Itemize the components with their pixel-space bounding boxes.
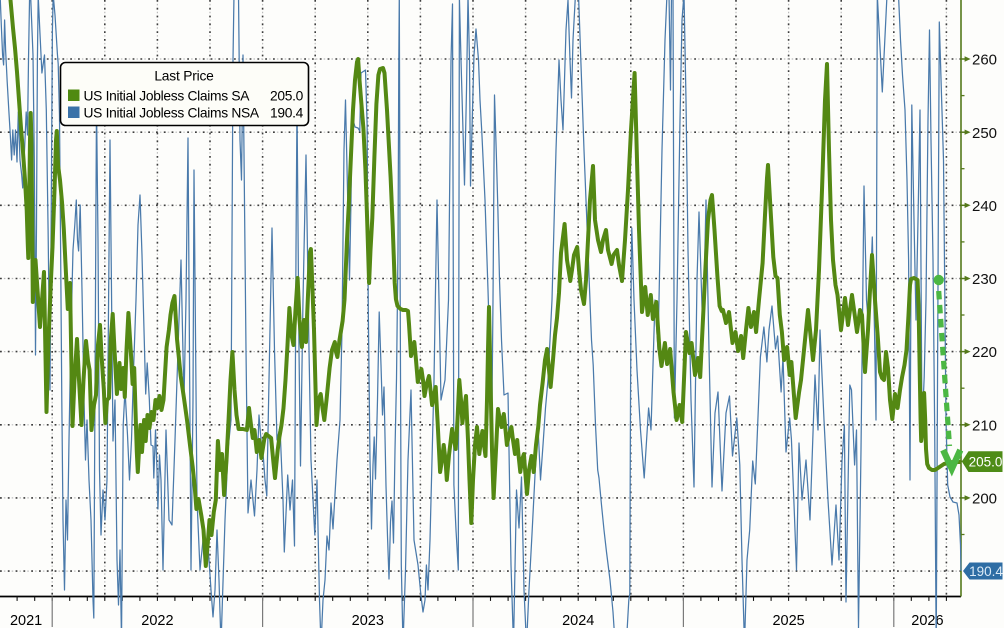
svg-text:2024: 2024 <box>562 613 594 628</box>
svg-text:2025: 2025 <box>772 613 804 628</box>
svg-text:Last Price: Last Price <box>154 69 214 84</box>
svg-text:US Initial Jobless Claims SA: US Initial Jobless Claims SA <box>84 88 251 103</box>
svg-text:220: 220 <box>972 344 997 361</box>
svg-text:200: 200 <box>972 491 997 508</box>
svg-text:US Initial Jobless Claims NSA: US Initial Jobless Claims NSA <box>84 105 260 120</box>
svg-text:2022: 2022 <box>141 613 173 628</box>
svg-text:2023: 2023 <box>352 613 384 628</box>
svg-text:190.4: 190.4 <box>969 564 1003 579</box>
svg-text:260: 260 <box>972 52 997 69</box>
svg-text:190.4: 190.4 <box>270 105 304 120</box>
svg-text:210: 210 <box>972 417 997 434</box>
svg-text:205.0: 205.0 <box>969 455 1003 470</box>
svg-text:250: 250 <box>972 125 997 142</box>
svg-text:2026: 2026 <box>911 613 943 628</box>
svg-text:2021: 2021 <box>10 613 42 628</box>
svg-text:230: 230 <box>972 271 997 288</box>
svg-text:240: 240 <box>972 198 997 215</box>
svg-text:205.0: 205.0 <box>270 88 304 103</box>
